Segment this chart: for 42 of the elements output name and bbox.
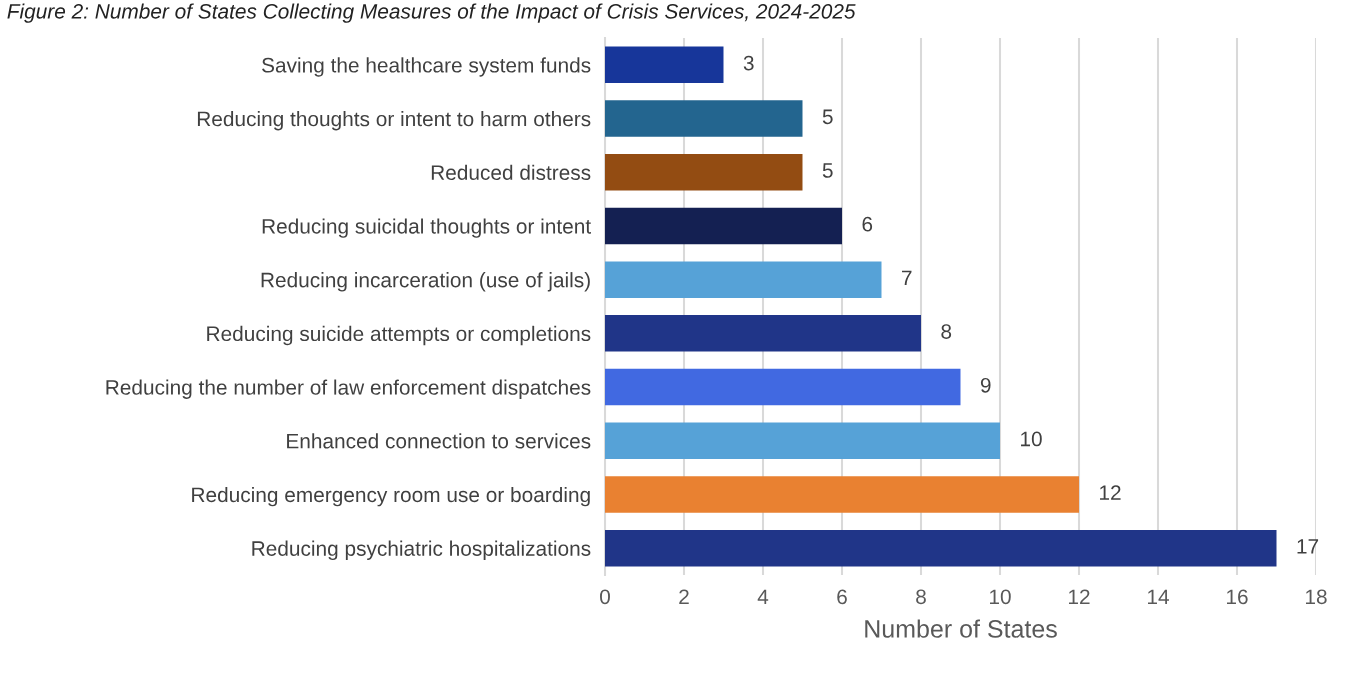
- bar: [605, 315, 921, 352]
- data-label: 8: [941, 324, 952, 339]
- y-tick-label: Saving the healthcare system funds: [262, 57, 591, 77]
- bar: [605, 153, 803, 191]
- y-tick-label: Enhanced connection to services: [287, 433, 591, 449]
- data-label: 10: [1021, 431, 1042, 447]
- x-tick-label: 4: [757, 589, 769, 604]
- y-tick-label: Reducing emergency room use or boarding: [192, 486, 590, 507]
- y-tick-label: Reducing suicidal thoughts or intent: [262, 218, 591, 238]
- y-tick-label: Reducing psychiatric hospitalizations: [252, 540, 591, 561]
- data-label: 9: [980, 377, 991, 393]
- text: Figure 2: Number of States Collecting Measures of the Impact of Crisis Services, 2024-2025: [7, 3, 856, 23]
- x-tick-label: 10: [990, 589, 1011, 605]
- bar: [605, 261, 882, 298]
- y-tick-label: Reducing thoughts or intent to harm others: [197, 111, 591, 131]
- bar: [605, 476, 1079, 513]
- x-axis-title: Number of States: [865, 619, 1057, 638]
- y-tick-label: Reducing suicide attempts or completions: [207, 325, 591, 346]
- data-label: 5: [822, 163, 833, 178]
- bar: [605, 100, 803, 137]
- y-tick-label: Reducing incarceration (use of jails): [261, 272, 590, 292]
- x-tick-label: 12: [1069, 589, 1090, 604]
- x-tick-label: 2: [679, 589, 689, 604]
- y-tick-label: Reducing the number of law enforcement dispatches: [106, 379, 591, 399]
- bar: [605, 207, 842, 245]
- x-tick-label: 18: [1306, 589, 1327, 605]
- data-label: 3: [743, 55, 754, 71]
- x-tick-label: 14: [1148, 589, 1169, 604]
- x-tick-label: 0: [600, 589, 610, 605]
- data-label: 17: [1297, 539, 1319, 554]
- y-tick-label: Reduced distress: [431, 164, 591, 180]
- data-label: 12: [1100, 485, 1121, 500]
- data-label: 7: [902, 270, 912, 286]
- x-tick-label: 16: [1227, 589, 1248, 605]
- x-tick-label: 8: [916, 589, 926, 605]
- bar: [605, 529, 1277, 567]
- bar: [605, 422, 1000, 460]
- bar: [605, 368, 961, 406]
- x-tick-label: 6: [837, 589, 847, 605]
- data-label: 5: [822, 109, 833, 125]
- data-label: 6: [862, 216, 873, 232]
- bar: [605, 46, 724, 84]
